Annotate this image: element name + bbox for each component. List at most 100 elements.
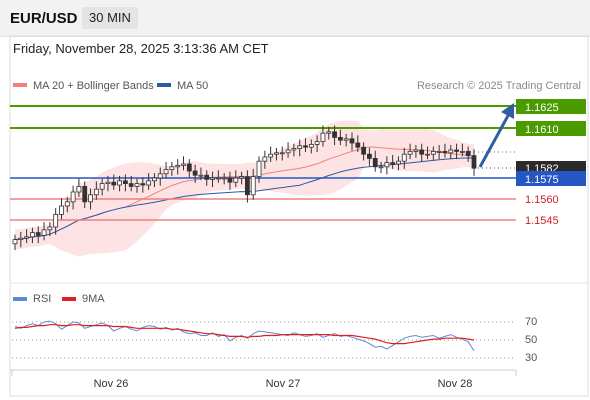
candle-body — [239, 176, 244, 179]
candle-body — [175, 164, 181, 168]
candle-body — [30, 232, 35, 238]
candle-body — [471, 155, 477, 169]
candle-body — [140, 183, 146, 186]
rsi-ma-legend-label: 9MA — [82, 293, 105, 305]
rsi-legend-label: RSI — [33, 293, 51, 305]
candle-body — [390, 162, 396, 165]
rsi-tick-50: 50 — [525, 334, 537, 346]
candlesticks — [12, 125, 477, 251]
candle-body — [111, 181, 117, 186]
candle-body — [88, 194, 93, 203]
candle-body — [378, 166, 384, 169]
timeframe-button[interactable]: 30 MIN — [82, 7, 138, 29]
candle-body — [320, 132, 326, 142]
rsi-ma-swatch — [62, 297, 76, 301]
candle-body — [169, 166, 175, 171]
candle-body — [47, 226, 53, 231]
candle-body — [215, 177, 221, 180]
candle-body — [227, 177, 233, 183]
candle-body — [192, 170, 198, 176]
candle-body — [454, 149, 459, 152]
top-bar: EUR/USD 30 MIN — [0, 0, 590, 37]
rsi-tick-30: 30 — [525, 352, 537, 364]
price-label-1-bg — [516, 99, 586, 114]
candle-body — [152, 177, 157, 182]
candle-body — [41, 229, 47, 236]
candle-body — [157, 173, 163, 179]
chart-border — [9, 35, 589, 397]
candle-body — [99, 183, 105, 190]
price-label-1: 1.1625 — [516, 99, 586, 114]
bollinger-bands — [15, 120, 474, 257]
candle-body — [122, 180, 128, 185]
candle-body — [93, 188, 99, 196]
candle-body — [163, 169, 169, 175]
legend-ma20-label: MA 20 + Bollinger Bands — [33, 80, 154, 92]
candle-body — [355, 142, 361, 148]
candle-body — [425, 153, 430, 156]
rsi-lines — [14, 320, 475, 352]
candle-body — [291, 148, 297, 151]
candle-body — [407, 150, 413, 155]
candle-body — [401, 153, 407, 162]
candle-body — [396, 160, 401, 165]
candle-body — [465, 150, 471, 156]
candle-body — [233, 177, 239, 183]
rsi-swatch — [13, 297, 27, 301]
candle-body — [117, 180, 122, 186]
candle-body — [35, 232, 41, 236]
candle-body — [53, 213, 59, 228]
candle-body — [105, 181, 111, 184]
rsi-legend: RSI 9MA — [13, 293, 105, 305]
candle-body — [186, 163, 192, 172]
candle-body — [314, 141, 320, 145]
price-label-pivot-bg — [516, 171, 586, 186]
candle-body — [12, 239, 18, 245]
candle-body — [430, 150, 436, 155]
ma20-swatch — [13, 83, 27, 88]
candle-body — [367, 153, 372, 159]
candle-body — [198, 174, 204, 177]
legend-ma50-label: MA 50 — [177, 80, 209, 92]
price-label-pivot: 1.1575 — [516, 171, 586, 186]
candle-body — [332, 131, 337, 138]
candle-body — [384, 162, 390, 168]
price-label-pivot-text: 1.1575 — [525, 174, 559, 186]
price-label-support-1: 1.1560 — [525, 194, 559, 206]
rsi-tick-70: 70 — [525, 316, 537, 328]
bollinger-band-fill — [15, 120, 474, 257]
candle-body — [70, 191, 76, 203]
candle-body — [361, 146, 367, 155]
candle-body — [448, 149, 454, 154]
projection-arrow-shaft — [478, 111, 512, 168]
candle-body — [76, 185, 82, 193]
candle-body — [221, 177, 227, 180]
x-label-nov27: Nov 27 — [266, 378, 301, 390]
research-credit: Research © 2025 Trading Central — [416, 80, 581, 92]
candle-body — [436, 150, 442, 153]
rsi-ma-line — [14, 324, 475, 345]
candle-body — [268, 153, 274, 158]
candle-body — [262, 156, 268, 162]
price-label-2: 1.1610 — [516, 121, 586, 136]
price-label-2-bg — [516, 121, 586, 136]
candle-body — [343, 138, 349, 141]
projection-arrow-head — [501, 103, 514, 119]
candle-body — [337, 136, 343, 141]
chart-datetime: Friday, November 28, 2025 3:13:36 AM CET — [13, 41, 269, 56]
candle-body — [128, 183, 134, 187]
candle-body — [250, 176, 256, 196]
candle-body — [442, 150, 448, 154]
candle-body — [24, 236, 30, 239]
candle-body — [279, 152, 285, 155]
candle-body — [18, 237, 24, 240]
candle-body — [308, 143, 314, 148]
candle-body — [303, 145, 308, 148]
candle-body — [204, 174, 210, 180]
candle-body — [419, 149, 425, 155]
candle-body — [59, 205, 64, 215]
candle-body — [245, 176, 250, 196]
price-label-support-2: 1.1545 — [525, 215, 559, 227]
candle-body — [297, 145, 303, 150]
